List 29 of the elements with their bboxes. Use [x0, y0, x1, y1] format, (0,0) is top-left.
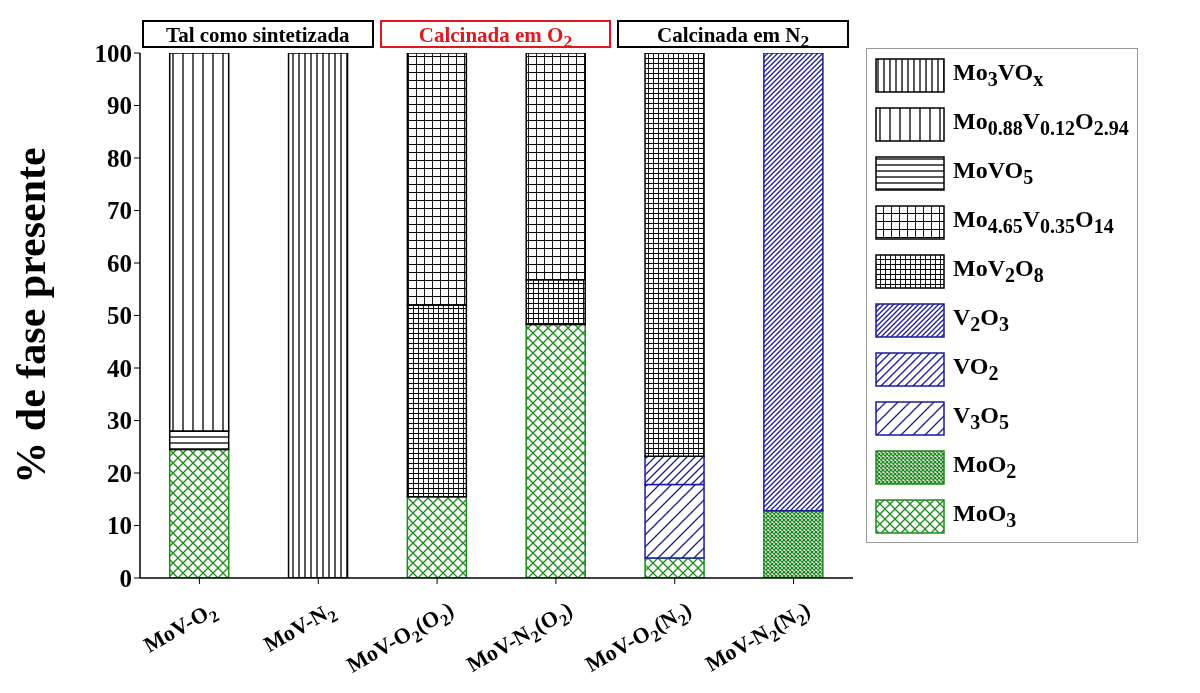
y-tick-label: 100 — [94, 39, 132, 67]
y-tick-label: 0 — [119, 564, 132, 592]
bar — [406, 495, 468, 578]
bar — [763, 510, 824, 578]
legend-label: Mo$_{0.88}$V$_{0.12}$O$_{2.94}$ — [953, 108, 1129, 140]
legend-label: V$_{3}$O$_{5}$ — [953, 402, 1010, 434]
y-tick-label: 90 — [107, 92, 132, 120]
legend-label: MoV$_{2}$O$_{8}$ — [953, 255, 1044, 287]
legend-label: Mo$_{4.65}$V$_{0.35}$O$_{14}$ — [953, 206, 1114, 238]
legend-label: MoVO$_{5}$ — [953, 157, 1034, 189]
text: Tal como sintetizada — [142, 20, 374, 48]
y-tick-label: 10 — [107, 512, 132, 540]
y-tick-label: 60 — [107, 249, 132, 277]
legend-label: Mo$_{3}$VO$_{x}$ — [953, 59, 1044, 91]
y-tick-label: 40 — [107, 354, 132, 382]
bar — [168, 448, 230, 578]
y-axis-title: % de fase presente — [7, 147, 54, 484]
legend-label: MoO$_{3}$ — [953, 500, 1017, 532]
y-tick-label: 20 — [107, 459, 132, 487]
legend-label: V$_{2}$O$_{3}$ — [953, 304, 1010, 336]
y-tick-label: 70 — [107, 197, 132, 225]
bar — [525, 323, 586, 578]
bar — [644, 53, 705, 457]
legend-label: MoO$_{2}$ — [953, 451, 1017, 483]
bar — [763, 53, 824, 512]
y-tick-label: 50 — [107, 302, 132, 330]
y-tick-label: 30 — [107, 407, 132, 435]
y-tick-label: 80 — [107, 144, 132, 172]
legend-label: VO$_{2}$ — [953, 353, 999, 385]
